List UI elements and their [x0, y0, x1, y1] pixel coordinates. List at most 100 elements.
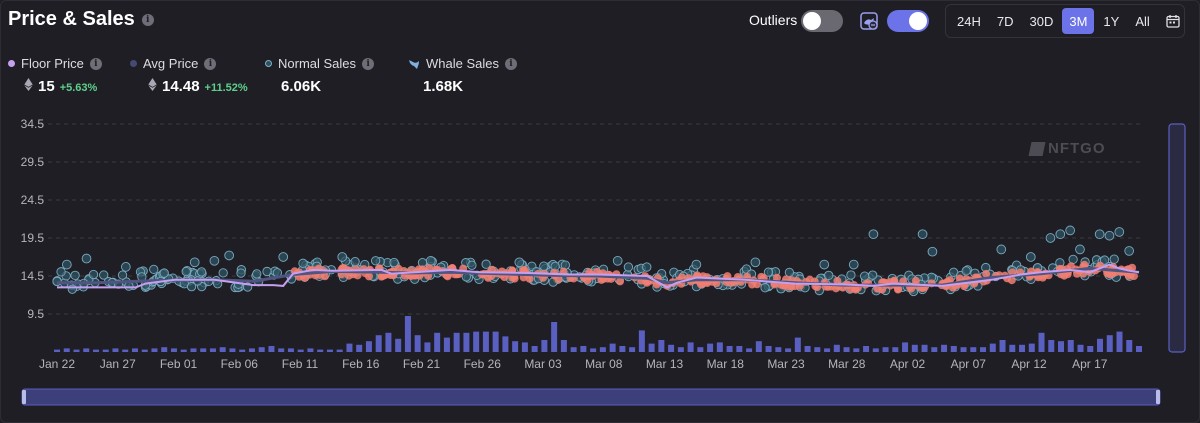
normal-sale-point	[56, 267, 66, 277]
y-tick-label: 14.5	[21, 269, 45, 283]
volume-bar	[950, 346, 957, 352]
range-1y-button[interactable]: 1Y	[1103, 13, 1120, 29]
normal-sale-point	[425, 255, 436, 266]
volume-bar	[716, 342, 723, 352]
volume-bar	[892, 347, 899, 352]
range-7d-button[interactable]: 7D	[996, 13, 1014, 29]
whale-filter-toggle[interactable]	[887, 10, 929, 32]
volume-bar	[590, 348, 597, 352]
normal-sales-label: Normal Sales	[278, 56, 357, 71]
x-tick-label: Feb 06	[221, 357, 259, 371]
y-tick-label: 34.5	[21, 117, 45, 131]
info-icon[interactable]: i	[89, 57, 102, 70]
volume-bar	[736, 346, 743, 352]
whale-sale-point	[344, 271, 353, 280]
volume-bar	[765, 346, 772, 352]
range-all-button[interactable]: All	[1135, 13, 1150, 29]
volume-bar	[882, 347, 889, 352]
normal-sale-point	[1055, 229, 1066, 240]
range-3m-button[interactable]: 3M	[1062, 8, 1095, 34]
whale-filter-icon	[860, 12, 878, 30]
legend-whale-sales[interactable]: Whale Sales i 1.68K	[408, 56, 517, 95]
normal-sale-point	[224, 250, 234, 261]
info-icon[interactable]: i	[362, 57, 375, 70]
normal-sale-point	[1094, 229, 1105, 240]
whale-sale-point	[353, 271, 362, 280]
volume-bar	[54, 349, 60, 352]
volume-bar	[512, 341, 519, 352]
volume-bar	[1097, 338, 1104, 352]
x-tick-label: Feb 01	[160, 357, 198, 371]
info-icon[interactable]: i	[141, 13, 154, 26]
eth-icon	[24, 78, 33, 91]
normal-sale-point	[467, 260, 477, 270]
normal-sale-point	[1068, 254, 1078, 265]
volume-bar	[755, 341, 762, 352]
volume-bar	[931, 347, 938, 352]
x-tick-label: Mar 03	[524, 357, 562, 371]
volume-bar	[239, 349, 246, 352]
volume-bar	[677, 347, 684, 352]
volume-bar	[707, 343, 714, 352]
volume-bar	[843, 347, 850, 352]
volume-bar	[619, 346, 626, 352]
volume-bar	[131, 348, 138, 352]
normal-sale-point	[370, 256, 381, 266]
normal-sale-point	[481, 259, 491, 269]
y-axis-ticks: 34.5 29.5 24.5 19.5 14.5 9.5	[21, 117, 45, 321]
normal-sales-dot	[265, 60, 272, 67]
volume-bar	[863, 346, 870, 352]
normal-sale-point	[278, 252, 289, 262]
volume-bar	[463, 332, 470, 352]
x-tick-label: Jan 22	[39, 357, 75, 371]
whale-sale-point	[982, 269, 991, 278]
normal-sale-point	[819, 259, 830, 270]
toggle-knob	[803, 12, 821, 30]
volume-bar	[824, 348, 831, 352]
outliers-toggle[interactable]	[801, 10, 843, 32]
normal-sale-point	[350, 257, 360, 267]
legend-floor-price[interactable]: Floor Price i 15 +5.63%	[8, 56, 102, 95]
volume-bar	[989, 343, 996, 352]
legend-normal-sales[interactable]: Normal Sales i 6.06K	[265, 56, 375, 95]
range-24h-button[interactable]: 24H	[957, 13, 981, 29]
info-icon[interactable]: i	[504, 57, 517, 70]
x-tick-label: Mar 13	[646, 357, 684, 371]
x-axis-ticks: Jan 22 Jan 27 Feb 01 Feb 06 Feb 11 Feb 16 Feb …	[39, 357, 1108, 371]
volume-bar	[365, 341, 372, 352]
normal-sale-point	[1104, 230, 1115, 241]
volume-bar	[1126, 340, 1133, 352]
whale-sale-point	[805, 275, 814, 284]
volume-bar	[180, 349, 187, 352]
volume-bar	[1009, 344, 1016, 352]
volume-bar	[375, 335, 382, 352]
x-tick-label: Mar 18	[707, 357, 745, 371]
volume-bar	[482, 331, 489, 352]
normal-sale-point	[337, 252, 348, 262]
whale-sale-point	[1080, 260, 1089, 269]
y-tick-label: 19.5	[21, 231, 45, 245]
x-tick-label: Apr 02	[890, 357, 926, 371]
horizontal-scrollbar	[21, 388, 1161, 406]
volume-bar	[161, 347, 168, 352]
volume-bar	[336, 349, 343, 352]
normal-sale-point	[917, 229, 928, 240]
volume-bar	[229, 348, 236, 352]
normal-sale-point	[868, 270, 878, 280]
volume-bar	[141, 349, 148, 352]
x-tick-label: Apr 12	[1011, 357, 1047, 371]
x-tick-label: Jan 27	[100, 357, 136, 371]
range-30d-button[interactable]: 30D	[1029, 13, 1054, 29]
vertical-scrollbar	[1168, 123, 1186, 353]
whale-sale-point	[1129, 272, 1138, 281]
legend-avg-price[interactable]: Avg Price i 14.48 +11.52%	[130, 56, 248, 95]
normal-sale-point	[623, 262, 634, 272]
volume-bar	[385, 332, 392, 352]
calendar-icon[interactable]	[1163, 10, 1184, 32]
volume-bar	[1106, 335, 1113, 352]
volume-bar	[570, 347, 577, 352]
volume-bar	[1028, 343, 1035, 352]
nftgo-watermark: NFTGO	[1028, 140, 1106, 157]
info-icon[interactable]: i	[204, 57, 217, 70]
